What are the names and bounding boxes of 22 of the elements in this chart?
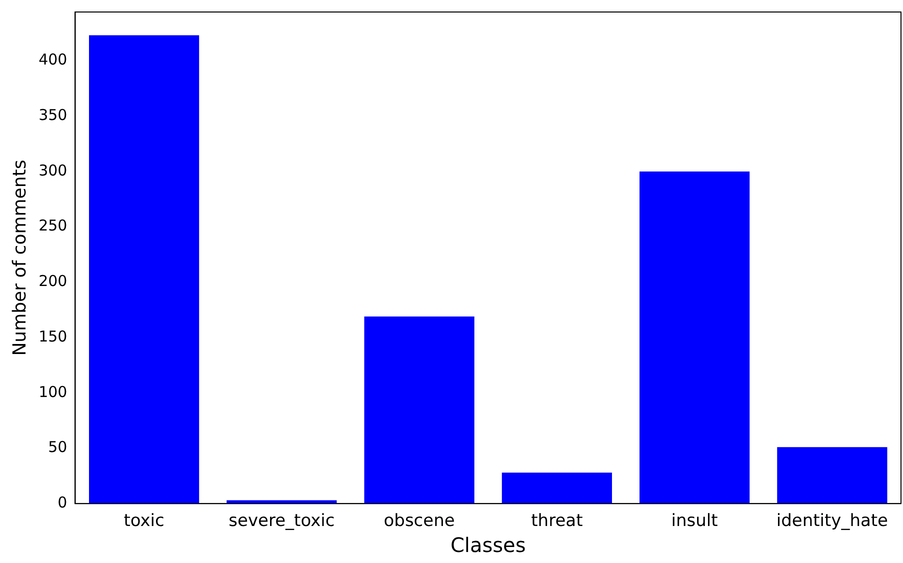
y-tick-label: 350 (38, 106, 68, 124)
bar (640, 171, 750, 504)
x-tick-label: severe_toxic (228, 511, 335, 532)
x-tick-label: toxic (124, 511, 164, 532)
y-tick-label: 0 (58, 493, 68, 512)
x-axis-title: Classes (450, 533, 526, 558)
x-tick-label: threat (531, 511, 584, 532)
x-tick-label: identity_hate (776, 511, 888, 532)
bar (88, 35, 200, 504)
y-tick-label: 150 (38, 327, 68, 346)
y-tick-label: 50 (48, 438, 68, 456)
y-axis-title: Number of comments (9, 160, 30, 356)
bar (502, 472, 612, 504)
x-tick-label: obscene (384, 511, 455, 532)
bar (777, 447, 888, 504)
y-tick-label: 300 (38, 161, 68, 180)
bar (364, 316, 474, 504)
x-tick-label: insult (671, 511, 718, 532)
y-tick-label: 400 (38, 50, 68, 69)
y-tick-label: 200 (38, 272, 68, 290)
y-tick-label: 250 (38, 216, 68, 235)
y-tick-label: 100 (38, 382, 68, 401)
